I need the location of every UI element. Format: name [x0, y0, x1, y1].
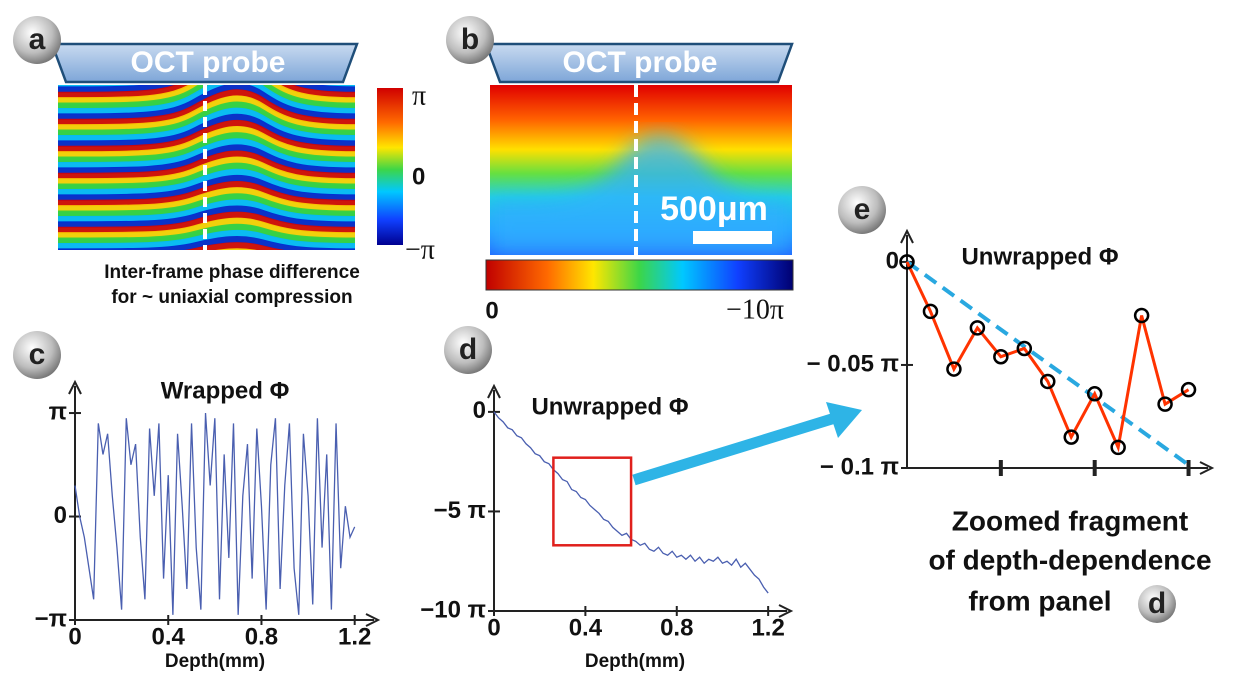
colorbar: [377, 88, 403, 245]
caption: for ~ uniaxial compression: [111, 287, 352, 308]
panel-label: c: [29, 338, 46, 371]
x-axis-label: Depth(mm): [165, 651, 265, 672]
panel-reference: d: [1148, 587, 1166, 620]
panel-label: b: [461, 23, 479, 56]
colorbar-label: −π: [405, 234, 435, 265]
chart-title: Wrapped Φ: [161, 377, 290, 404]
probe-label: OCT probe: [563, 46, 718, 79]
x-tick-label: 1.2: [751, 614, 784, 641]
x-tick-label: 0.8: [660, 614, 693, 641]
x-axis-label: Depth(mm): [585, 651, 685, 672]
figure: π 0 −π OCT probe Inter-frame phase diffe…: [0, 0, 1242, 684]
scale-bar-label: 500μm: [660, 190, 768, 228]
chart-title: Unwrapped Φ: [531, 393, 688, 420]
x-tick-label: 0: [68, 623, 81, 650]
y-tick-label: −5 π: [434, 497, 486, 524]
caption: Inter-frame phase difference: [104, 262, 360, 283]
zoom-arrow: [634, 418, 835, 480]
caption: of depth-dependence: [928, 544, 1211, 575]
y-tick-label: −π: [35, 605, 67, 632]
panel-label: a: [29, 23, 46, 56]
x-tick-label: 0.8: [245, 623, 278, 650]
scale-bar: [693, 231, 772, 244]
probe-label: OCT probe: [131, 46, 286, 79]
colorbar-label: 0: [412, 163, 425, 190]
chart-title: Unwrapped Φ: [961, 243, 1118, 270]
colorbar: [486, 260, 793, 290]
data-line: [907, 262, 1189, 447]
y-tick-label: π: [49, 398, 67, 425]
x-tick-label: 0.4: [569, 614, 603, 641]
y-tick-label: − 0.1 π: [820, 453, 899, 480]
y-tick-label: −10 π: [420, 596, 486, 623]
colorbar-label: −10π: [726, 294, 784, 325]
colorbar-label: 0: [485, 297, 498, 324]
colorbar-label: π: [412, 80, 426, 111]
phase-stripe: [58, 251, 355, 262]
caption: Zoomed fragment: [952, 505, 1188, 536]
x-tick-label: 1.2: [338, 623, 371, 650]
y-tick-label: 0: [473, 397, 486, 424]
y-tick-label: − 0.05 π: [807, 350, 899, 377]
x-tick-label: 0.4: [152, 623, 186, 650]
panel-label: e: [854, 193, 871, 226]
panel-label: d: [459, 333, 477, 366]
zoom-box: [553, 458, 631, 546]
y-tick-label: 0: [54, 502, 67, 529]
data-line: [75, 413, 355, 615]
x-tick-label: 0: [487, 614, 500, 641]
caption: from panel: [968, 585, 1111, 616]
y-tick-label: 0: [886, 247, 899, 274]
